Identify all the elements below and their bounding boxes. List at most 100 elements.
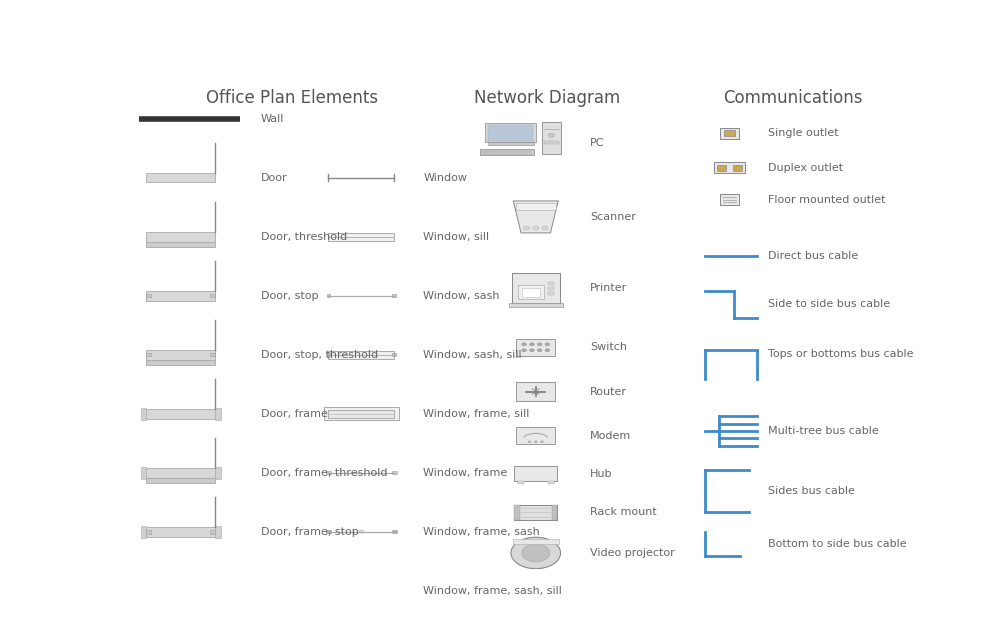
Bar	[359, 530, 364, 534]
Circle shape	[537, 349, 542, 351]
Bar	[146, 527, 215, 537]
Text: Duplex outlet: Duplex outlet	[768, 163, 843, 173]
Bar	[514, 505, 520, 520]
Bar	[548, 287, 554, 289]
Text: Direct bus cable: Direct bus cable	[768, 251, 858, 261]
Text: Network Diagram: Network Diagram	[474, 89, 620, 107]
Bar	[552, 505, 557, 520]
Text: Rack mount: Rack mount	[590, 507, 657, 517]
Bar	[328, 233, 394, 240]
Bar	[328, 587, 394, 595]
Bar	[326, 530, 331, 534]
Text: Door, frame, stop: Door, frame, stop	[261, 527, 358, 537]
Bar	[512, 273, 560, 303]
Text: Window: Window	[423, 173, 467, 183]
Bar	[392, 353, 396, 356]
Bar	[488, 142, 534, 145]
Bar	[215, 467, 221, 479]
Bar	[544, 141, 559, 144]
Text: Door, frame: Door, frame	[261, 409, 328, 419]
Bar	[326, 353, 330, 356]
Text: Side to side bus cable: Side to side bus cable	[768, 299, 890, 309]
Bar	[392, 472, 397, 474]
Bar	[210, 530, 215, 534]
Bar	[146, 232, 215, 242]
Bar	[720, 194, 739, 205]
Bar	[141, 467, 146, 479]
Bar	[512, 539, 559, 544]
Bar	[516, 427, 555, 444]
Bar	[146, 468, 215, 478]
Text: Multi-tree bus cable: Multi-tree bus cable	[768, 426, 879, 436]
Text: Window, frame, sash, sill: Window, frame, sash, sill	[423, 586, 562, 596]
Bar	[146, 409, 215, 419]
Bar	[514, 505, 557, 520]
Bar	[720, 128, 739, 139]
Circle shape	[511, 537, 561, 569]
Text: Scanner: Scanner	[590, 212, 636, 222]
Bar	[326, 472, 331, 474]
Text: Router: Router	[590, 387, 627, 397]
Bar	[324, 407, 399, 420]
Bar	[392, 295, 396, 297]
Text: Office Plan Elements: Office Plan Elements	[206, 89, 378, 107]
Text: Window, frame, sash: Window, frame, sash	[423, 527, 540, 537]
Text: Door: Door	[261, 173, 287, 183]
Circle shape	[542, 226, 548, 230]
Bar	[485, 123, 536, 142]
Text: Floor mounted outlet: Floor mounted outlet	[768, 195, 886, 204]
Bar	[518, 285, 544, 299]
Circle shape	[530, 343, 534, 346]
Bar	[321, 589, 326, 592]
Text: Modem: Modem	[590, 431, 631, 441]
Bar	[717, 165, 726, 171]
Text: Window, frame, sill: Window, frame, sill	[423, 409, 530, 419]
Text: Sides bus cable: Sides bus cable	[768, 486, 855, 497]
Text: Window, sash, sill: Window, sash, sill	[423, 350, 522, 360]
Bar	[522, 288, 540, 296]
Bar	[146, 294, 151, 297]
Circle shape	[528, 441, 531, 443]
Circle shape	[548, 134, 554, 137]
Bar	[146, 478, 215, 483]
Circle shape	[545, 349, 550, 351]
Circle shape	[522, 349, 526, 351]
Bar	[509, 303, 563, 307]
Text: Bottom to side bus cable: Bottom to side bus cable	[768, 539, 907, 549]
Text: Window, sash: Window, sash	[423, 291, 500, 300]
Bar	[146, 530, 151, 534]
Bar	[146, 350, 215, 360]
Text: Door, frame, threshold: Door, frame, threshold	[261, 468, 387, 478]
Bar	[516, 203, 556, 210]
Text: Window, frame: Window, frame	[423, 468, 508, 478]
Bar	[328, 410, 394, 418]
Bar	[397, 589, 401, 592]
Circle shape	[534, 441, 537, 443]
Text: Communications: Communications	[723, 89, 863, 107]
Bar	[516, 339, 555, 356]
Bar	[326, 295, 330, 297]
Bar	[548, 481, 554, 484]
Bar	[324, 585, 399, 597]
Circle shape	[523, 226, 530, 230]
Bar	[392, 530, 397, 534]
Circle shape	[522, 343, 526, 346]
Bar	[548, 282, 554, 285]
Bar	[215, 526, 221, 537]
Text: Door, stop: Door, stop	[261, 291, 318, 300]
Text: Tops or bottoms bus cable: Tops or bottoms bus cable	[768, 349, 914, 358]
Bar	[548, 291, 554, 295]
Text: Switch: Switch	[590, 343, 627, 352]
Bar	[146, 353, 151, 357]
Circle shape	[533, 226, 539, 230]
Circle shape	[537, 343, 542, 346]
Bar	[518, 481, 524, 484]
Text: Printer: Printer	[590, 283, 627, 293]
Bar	[141, 408, 146, 420]
Bar	[141, 526, 146, 537]
Circle shape	[540, 441, 544, 443]
Bar	[724, 130, 735, 136]
Bar	[542, 122, 561, 154]
Bar	[514, 466, 557, 481]
Circle shape	[530, 349, 534, 351]
